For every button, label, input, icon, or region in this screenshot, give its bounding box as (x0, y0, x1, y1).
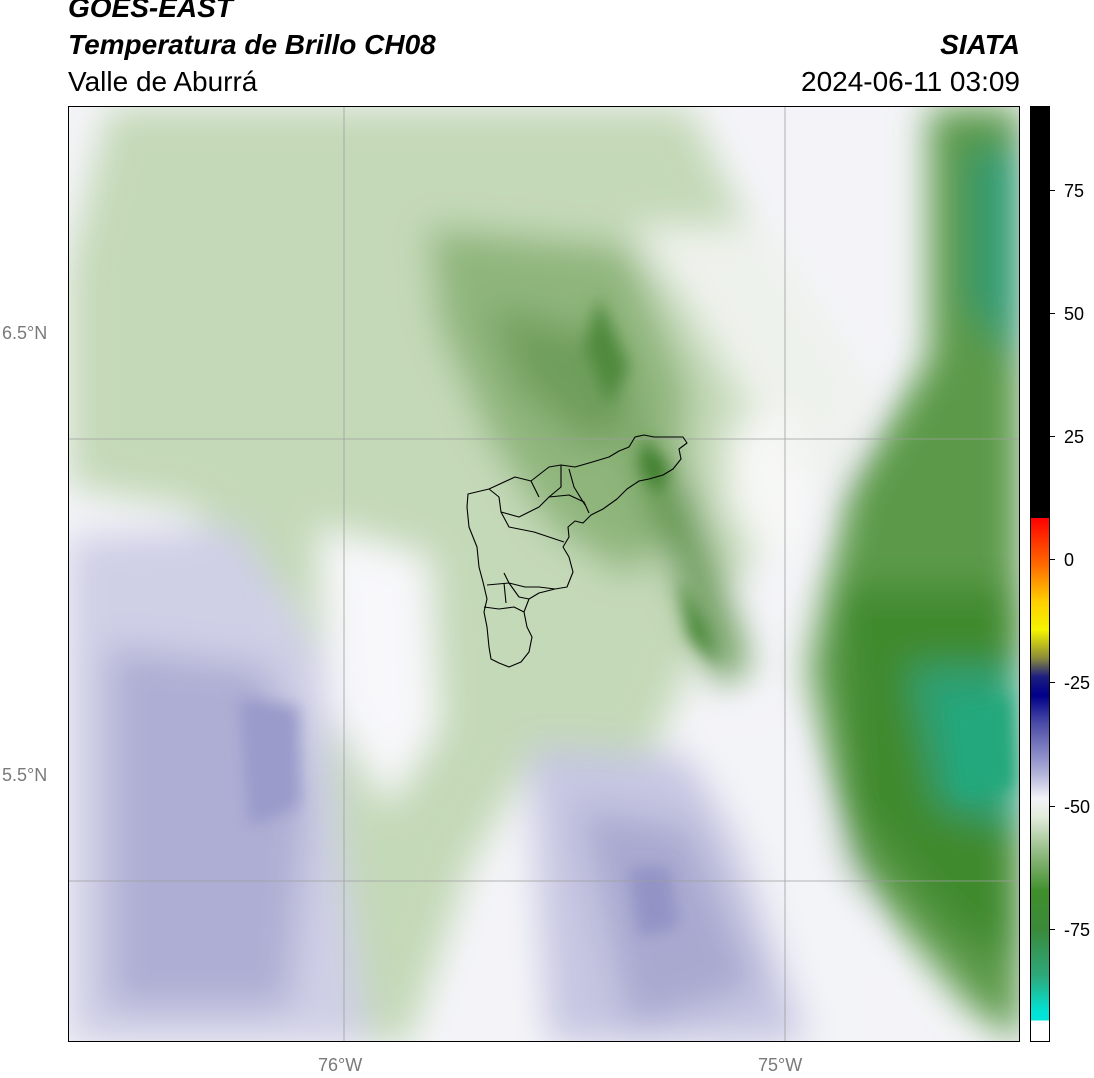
colorbar-label: -25 (1064, 673, 1091, 693)
lon-label-75: 75°W (758, 1055, 803, 1075)
colorbar-tick (1050, 190, 1055, 191)
graticule (69, 107, 1019, 1041)
region-subtitle: Valle de Aburrá (68, 66, 258, 97)
colorbar-tick (1050, 313, 1055, 314)
lat-label-6-5: 6.5°N (2, 323, 48, 343)
municipality-border-north (488, 465, 562, 518)
lat-label-5-5: 5.5°N (2, 765, 48, 785)
product-title: Temperatura de Brillo CH08 (68, 29, 436, 60)
brightness-temperature-map[interactable] (68, 106, 1020, 1042)
colorbar-label: -75 (1064, 920, 1091, 940)
colorbar-tick (1050, 929, 1055, 930)
colorbar-tick (1050, 682, 1055, 683)
colorbar-label: 0 (1064, 550, 1075, 570)
colorbar-label: 25 (1064, 427, 1085, 447)
timestamp-label: 2024-06-11 03:09 (801, 66, 1020, 97)
colorbar-label: 50 (1064, 304, 1085, 324)
temperature-detail (239, 297, 1014, 937)
colorbar-label: -50 (1064, 797, 1091, 817)
satellite-title: GOES-EAST (68, 0, 233, 23)
lon-label-76: 76°W (318, 1055, 363, 1075)
municipality-boundaries (466, 434, 688, 668)
valle-de-aburra-outline (466, 434, 688, 668)
colorbar-tick (1050, 559, 1055, 560)
temperature-colorbar (1030, 106, 1050, 1042)
colorbar-tick (1050, 436, 1055, 437)
colorbar-tick (1050, 806, 1055, 807)
colorbar-label: 75 (1064, 181, 1085, 201)
organization-label: SIATA (940, 29, 1020, 60)
